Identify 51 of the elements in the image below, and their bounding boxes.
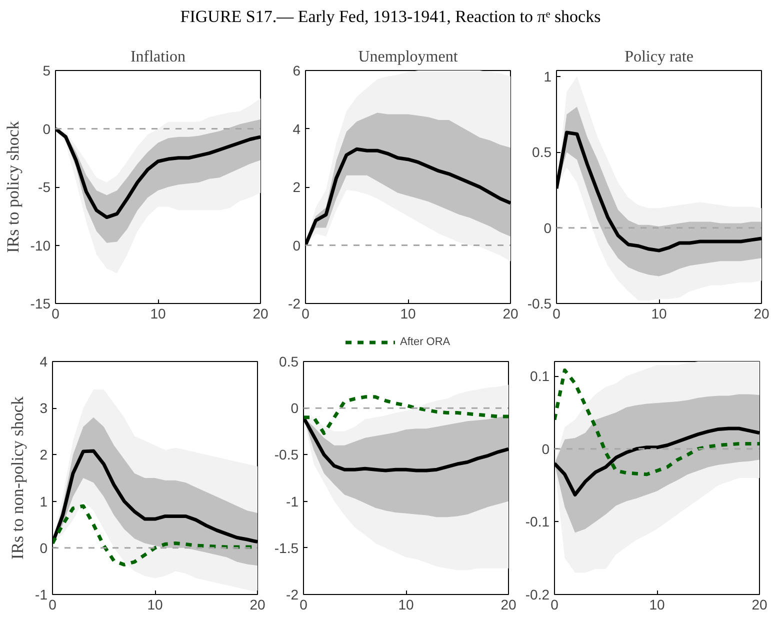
x-tick-label: 10 bbox=[398, 596, 414, 613]
y-tick-label: 5 bbox=[42, 62, 51, 79]
y-tick-label: 4 bbox=[292, 121, 301, 138]
y-tick-label: -0.2 bbox=[525, 586, 550, 603]
y-tick-label: 1 bbox=[40, 494, 48, 510]
y-tick-label: 0 bbox=[292, 238, 301, 254]
y-tick-label: 2 bbox=[292, 179, 301, 196]
y-tick-label: -1 bbox=[286, 494, 299, 510]
y-tick-label: -0.1 bbox=[525, 514, 550, 530]
x-tick-label: 20 bbox=[752, 596, 768, 613]
y-tick-label: 2 bbox=[40, 446, 48, 463]
y-tick-label: 0 bbox=[544, 220, 552, 236]
y-axis-title: IRs to policy shock bbox=[3, 120, 22, 254]
x-tick-label: 20 bbox=[500, 596, 516, 613]
y-tick-label: -1.5 bbox=[274, 540, 299, 556]
y-tick-label: 0.5 bbox=[532, 144, 552, 160]
x-tick-label: 20 bbox=[250, 596, 266, 613]
y-tick-label: -0.5 bbox=[274, 446, 299, 463]
x-tick-label: 10 bbox=[400, 306, 416, 322]
x-tick-label: 10 bbox=[147, 596, 163, 613]
y-tick-label: -1 bbox=[35, 586, 48, 603]
x-tick-label: 10 bbox=[649, 596, 665, 613]
line-series bbox=[304, 395, 508, 436]
y-tick-label: -0.5 bbox=[527, 296, 552, 312]
x-tick-label: 20 bbox=[502, 306, 518, 322]
y-tick-label: -2 bbox=[288, 296, 301, 312]
y-tick-label: 0 bbox=[42, 121, 51, 138]
y-tick-label: -2 bbox=[286, 586, 299, 603]
caption: FIGURE S17.— Early Fed, 1913-1941, Reaction to πᵉ shocks bbox=[180, 6, 601, 28]
y-tick-label: 0 bbox=[290, 400, 299, 416]
y-tick-label: -5 bbox=[38, 179, 51, 196]
legend-label: After ORA bbox=[400, 335, 450, 350]
y-tick-label: -10 bbox=[30, 238, 51, 254]
y-tick-label: 4 bbox=[40, 354, 48, 370]
y-tick-label: 0.5 bbox=[279, 354, 299, 370]
y-tick-label: 3 bbox=[40, 400, 48, 416]
x-tick-label: 10 bbox=[651, 306, 667, 322]
y-tick-label: 0.1 bbox=[530, 368, 550, 384]
y-tick-label: 0 bbox=[40, 540, 48, 556]
y-tick-label: 6 bbox=[292, 62, 301, 79]
y-axis-title: IRs to non-policy shock bbox=[8, 396, 28, 560]
x-tick-label: 20 bbox=[252, 306, 268, 322]
chart-title: Inflation bbox=[130, 48, 186, 66]
y-tick-label: -15 bbox=[30, 296, 51, 312]
chart-title: Policy rate bbox=[624, 48, 694, 66]
y-tick-label: 0 bbox=[542, 441, 550, 458]
x-tick-label: 10 bbox=[150, 306, 166, 322]
line-series bbox=[554, 368, 760, 476]
y-tick-label: 1 bbox=[544, 68, 552, 85]
chart-title: Unemployment bbox=[358, 48, 458, 66]
x-tick-label: 20 bbox=[754, 306, 770, 322]
